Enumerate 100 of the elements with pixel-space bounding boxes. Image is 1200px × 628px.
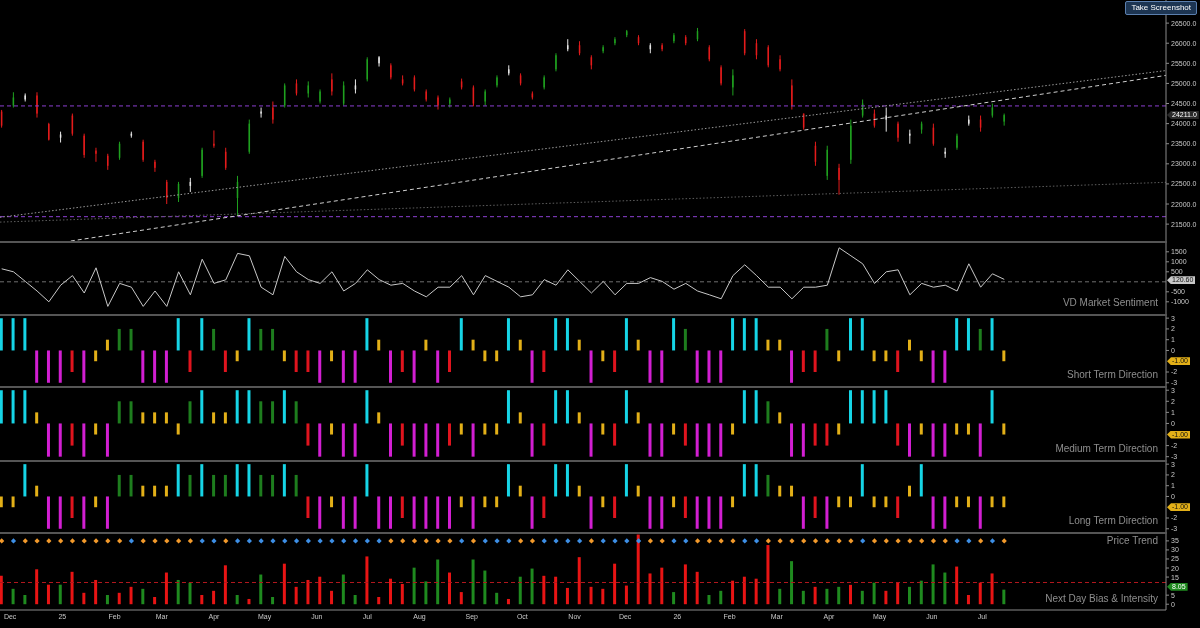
bar bbox=[565, 318, 569, 351]
bar bbox=[884, 390, 888, 424]
bar bbox=[318, 576, 322, 605]
bar bbox=[94, 350, 98, 362]
bar bbox=[70, 423, 74, 446]
bar bbox=[82, 350, 86, 383]
bar bbox=[589, 423, 593, 457]
candlestick bbox=[661, 42, 663, 52]
bar bbox=[978, 328, 982, 351]
bar bbox=[577, 412, 581, 424]
bar bbox=[223, 412, 227, 424]
bar bbox=[330, 423, 334, 435]
bar bbox=[660, 567, 664, 605]
bar bbox=[731, 318, 735, 351]
bar bbox=[117, 328, 121, 351]
bar bbox=[271, 401, 275, 424]
bar bbox=[353, 594, 357, 605]
bar bbox=[447, 496, 451, 529]
bar bbox=[389, 350, 393, 383]
bar bbox=[589, 586, 593, 605]
bar bbox=[483, 423, 487, 435]
bar bbox=[412, 350, 416, 383]
bar bbox=[660, 496, 664, 529]
bar bbox=[907, 339, 911, 351]
bar bbox=[235, 390, 239, 424]
bar bbox=[554, 318, 558, 351]
bar bbox=[766, 339, 770, 351]
bar bbox=[471, 423, 475, 457]
bar bbox=[683, 423, 687, 446]
bar bbox=[271, 596, 275, 605]
bar bbox=[294, 350, 298, 372]
bar bbox=[46, 496, 50, 529]
bar bbox=[436, 423, 440, 457]
bar bbox=[683, 496, 687, 518]
bar bbox=[23, 390, 27, 424]
bar bbox=[613, 496, 617, 518]
bar bbox=[919, 423, 923, 435]
bar bbox=[955, 318, 959, 351]
bar bbox=[117, 474, 121, 497]
bar bbox=[518, 485, 522, 497]
bar bbox=[754, 390, 758, 424]
bar bbox=[601, 423, 605, 435]
bar bbox=[790, 561, 794, 605]
bar bbox=[530, 496, 534, 529]
bar bbox=[872, 496, 876, 508]
bar bbox=[318, 350, 322, 383]
bar bbox=[164, 485, 168, 497]
bar bbox=[294, 401, 298, 424]
candlestick bbox=[956, 133, 958, 151]
candlestick bbox=[897, 121, 899, 143]
bar bbox=[719, 350, 723, 383]
bar bbox=[35, 412, 39, 424]
candlestick bbox=[496, 74, 498, 88]
candlestick bbox=[720, 64, 722, 86]
bar bbox=[554, 390, 558, 424]
bar bbox=[518, 339, 522, 351]
candlestick bbox=[885, 107, 887, 133]
bar bbox=[82, 423, 86, 457]
candlestick bbox=[36, 91, 38, 119]
bar bbox=[990, 496, 994, 508]
bar bbox=[742, 464, 746, 497]
candlestick bbox=[378, 55, 380, 68]
bar bbox=[377, 596, 381, 605]
bar bbox=[778, 339, 782, 351]
bar bbox=[58, 584, 62, 605]
bar bbox=[849, 496, 853, 508]
bar bbox=[46, 350, 50, 383]
candlestick bbox=[331, 72, 333, 96]
line-series bbox=[1, 247, 1005, 307]
bar bbox=[259, 328, 263, 351]
bar bbox=[483, 496, 487, 508]
bar bbox=[365, 464, 369, 497]
bar bbox=[46, 584, 50, 605]
bar bbox=[141, 588, 145, 605]
bar bbox=[306, 350, 310, 372]
candlestick bbox=[791, 78, 793, 111]
bar bbox=[11, 390, 15, 424]
bar bbox=[82, 496, 86, 529]
bar bbox=[695, 571, 699, 605]
bar bbox=[978, 496, 982, 529]
bar bbox=[542, 496, 546, 518]
bar bbox=[318, 423, 322, 457]
candlestick bbox=[673, 32, 675, 44]
bar bbox=[542, 575, 546, 605]
bar bbox=[542, 350, 546, 372]
bar bbox=[990, 318, 994, 351]
bar bbox=[860, 390, 864, 424]
bar bbox=[495, 496, 499, 508]
bar bbox=[188, 350, 192, 372]
bar bbox=[530, 350, 534, 383]
bar bbox=[707, 423, 711, 457]
bar bbox=[164, 350, 168, 383]
bar bbox=[1002, 589, 1006, 605]
bar bbox=[825, 588, 829, 605]
bar bbox=[306, 579, 310, 605]
bar bbox=[849, 318, 853, 351]
bar bbox=[624, 390, 628, 424]
bar bbox=[223, 565, 227, 605]
bar bbox=[577, 485, 581, 497]
bar bbox=[778, 412, 782, 424]
